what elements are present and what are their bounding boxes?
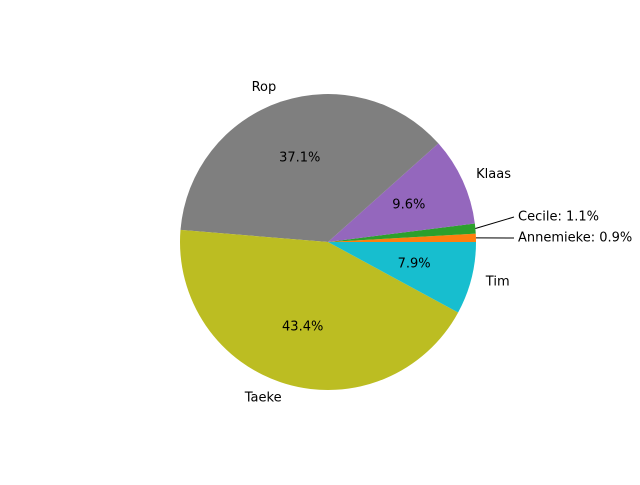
callout-line-cecile <box>475 217 514 229</box>
pct-label-taeke: 43.4% <box>282 320 323 335</box>
outer-label-rop: Rop <box>252 80 277 95</box>
pct-label-rop: 37.1% <box>279 150 320 165</box>
pct-label-klaas: 9.6% <box>392 198 425 213</box>
outer-label-annemieke: Annemieke: 0.9% <box>518 231 632 246</box>
pie-slices <box>180 94 476 390</box>
outer-label-klaas: Klaas <box>476 167 511 182</box>
pct-label-tim: 7.9% <box>398 256 431 271</box>
outer-label-cecile: Cecile: 1.1% <box>518 210 599 225</box>
outer-label-taeke: Taeke <box>244 391 282 406</box>
outer-label-tim: Tim <box>485 274 510 289</box>
